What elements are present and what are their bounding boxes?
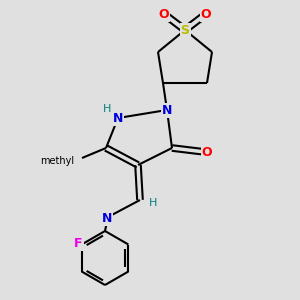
Text: O: O — [201, 8, 211, 20]
Text: N: N — [113, 112, 123, 124]
Text: N: N — [162, 103, 172, 116]
Text: H: H — [149, 198, 157, 208]
Text: methyl: methyl — [40, 156, 74, 166]
Text: S: S — [181, 23, 190, 37]
Text: O: O — [159, 8, 169, 20]
Text: H: H — [103, 104, 111, 114]
Text: O: O — [202, 146, 212, 158]
Text: N: N — [102, 212, 112, 224]
Text: F: F — [74, 237, 83, 250]
